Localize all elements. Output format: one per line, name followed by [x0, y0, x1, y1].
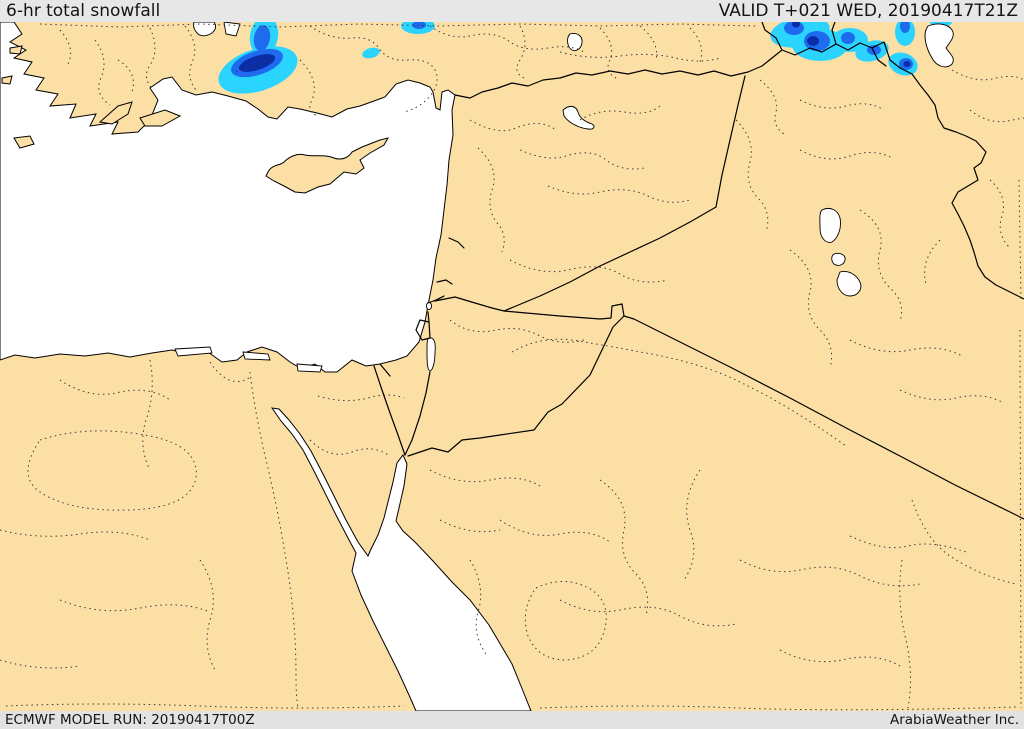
snowfall-map-svg — [0, 22, 1024, 711]
snowfall-patch-anatolia — [218, 22, 298, 94]
nile-delta-lagoons — [174, 346, 323, 373]
water-layer — [0, 22, 954, 711]
brand-label: ArabiaWeather Inc. — [889, 712, 1019, 728]
cyprus-island — [265, 137, 390, 194]
iraq-lakes — [819, 207, 862, 297]
marmara-lakes — [193, 22, 241, 37]
lake-assad — [562, 105, 595, 130]
dead-sea — [426, 337, 436, 372]
admin-borders-dotted — [0, 23, 1024, 711]
footer-bar: ECMWF MODEL RUN: 20190417T00Z ArabiaWeat… — [0, 711, 1024, 729]
model-run-label: ECMWF MODEL RUN: 20190417T00Z — [5, 712, 255, 728]
lake-urmia — [924, 23, 954, 68]
header-bar: 6-hr total snowfall VALID T+021 WED, 201… — [0, 0, 1024, 22]
country-borders — [373, 22, 1024, 520]
map-title: 6-hr total snowfall — [6, 1, 161, 21]
aegean-islands — [1, 45, 182, 149]
snowfall-patch-central — [362, 22, 435, 59]
red-sea — [270, 407, 532, 711]
mediterranean-sea — [0, 22, 456, 373]
valid-time-label: VALID T+021 WED, 20190417T21Z — [718, 1, 1018, 21]
sea-of-galilee — [425, 301, 433, 311]
snowfall-layer — [218, 22, 952, 94]
lake-tuz — [567, 33, 583, 52]
map-canvas — [0, 22, 1024, 711]
